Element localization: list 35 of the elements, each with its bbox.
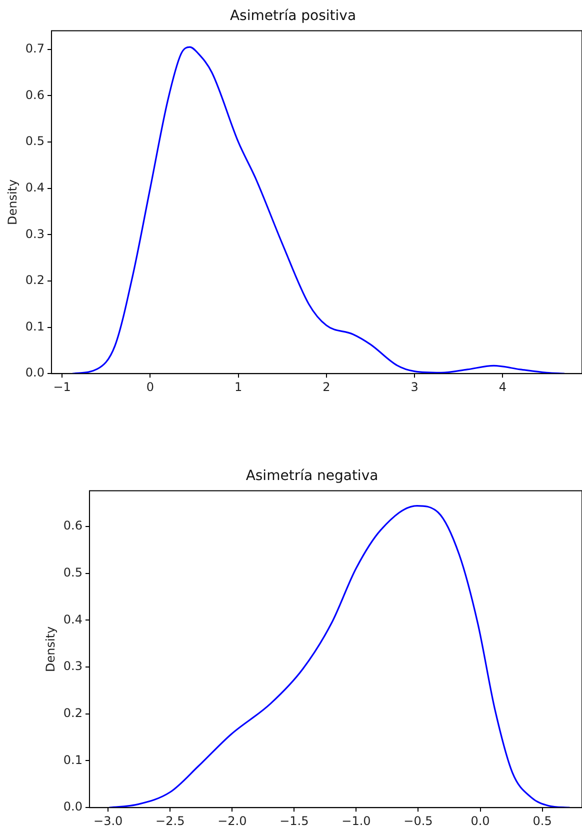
x-tick-label: 1 [234, 380, 242, 394]
x-tick-label: 2 [322, 380, 330, 394]
y-tick-label: 0.0 [63, 800, 82, 814]
y-tick-label: 0.7 [25, 41, 44, 56]
y-axis-title: Density [5, 179, 20, 226]
y-tick-label: 0.0 [25, 366, 44, 380]
y-tick-label: 0.2 [25, 273, 44, 288]
x-tick-label: −3.0 [94, 814, 123, 828]
x-tick-label: −1.0 [342, 814, 371, 828]
y-tick-label: 0.5 [25, 134, 44, 148]
y-tick-label: 0.3 [63, 659, 82, 674]
chart-title: Asimetría negativa [246, 468, 378, 484]
y-tick-label: 0.4 [25, 180, 44, 194]
line-series [72, 46, 566, 374]
y-tick-label: 0.5 [63, 565, 82, 580]
x-tick-label: −1 [53, 380, 71, 394]
chart-title: Asimetría positiva [230, 8, 356, 24]
x-tick-label: 4 [498, 380, 507, 394]
x-tick-label: −2.0 [218, 814, 247, 828]
x-tick-label: −1.5 [280, 814, 309, 828]
y-axis-title: Density [43, 626, 58, 672]
y-tick-label: 0.6 [25, 88, 44, 102]
line-series [108, 504, 570, 808]
x-tick-label: 3 [410, 380, 418, 394]
y-tick-label: 0.1 [63, 752, 82, 767]
y-tick-label: 0.6 [63, 518, 82, 533]
x-tick-label: −0.5 [404, 814, 433, 828]
y-tick-label: 0.3 [25, 226, 44, 241]
x-tick-label: 0 [146, 380, 154, 394]
y-tick-label: 0.1 [25, 319, 44, 334]
x-tick-label: 0.0 [470, 814, 490, 828]
y-tick-label: 0.2 [63, 706, 82, 720]
y-tick-label: 0.4 [63, 612, 82, 626]
x-tick-label: −2.5 [156, 814, 185, 828]
x-tick-label: 0.5 [532, 814, 552, 828]
